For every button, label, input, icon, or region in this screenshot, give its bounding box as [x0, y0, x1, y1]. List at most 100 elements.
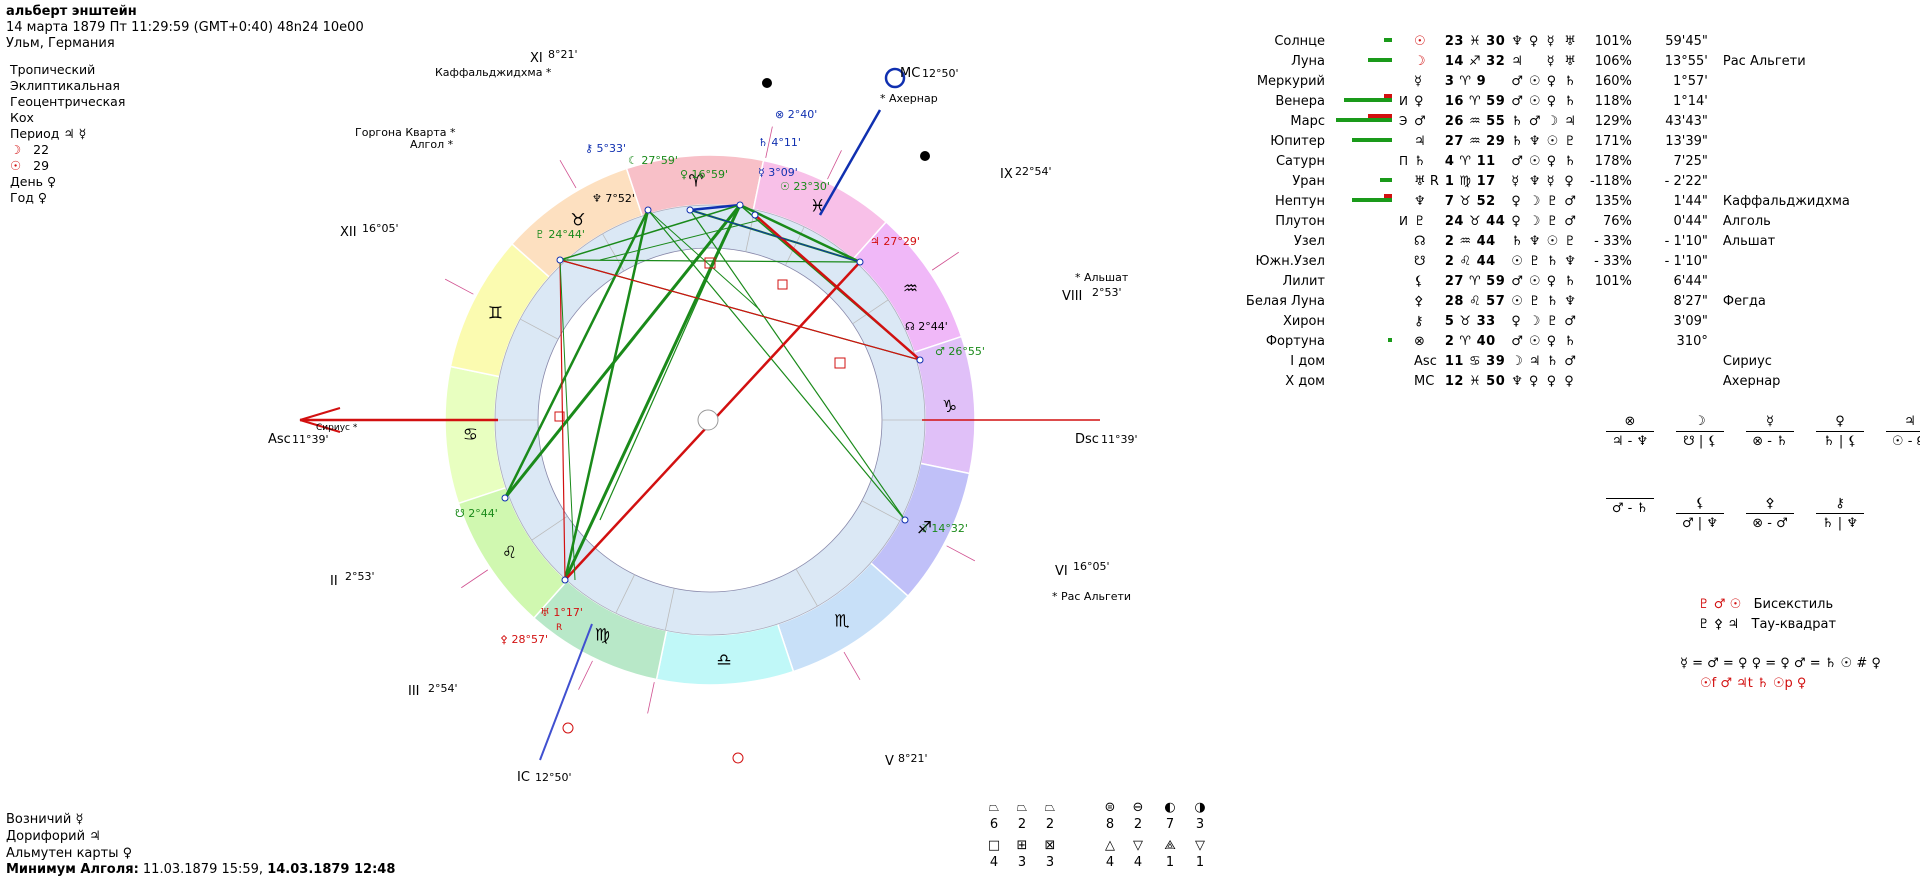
planet-speed-pct: 160%	[1594, 73, 1632, 89]
planet-star	[1711, 131, 1853, 151]
ruler-1: ♂	[1511, 153, 1523, 169]
planet-symbol-icon: ♅ R	[1414, 173, 1439, 189]
planet-speed-pct: - 33%	[1594, 233, 1632, 249]
chart-datetime: 14 марта 1879 Пт 11:29:59 (GMT+0:40) 48n…	[6, 20, 364, 35]
planet-speed-pct: 171%	[1594, 133, 1632, 149]
zodiac-type: Тропический	[10, 62, 96, 77]
rulership-top: ⊗	[1624, 414, 1636, 429]
ruler-3: ♄	[1546, 293, 1559, 309]
planet-speed-pct: -118%	[1590, 173, 1632, 189]
config-bisextile: ♇ ♂ ☉ Бисекстиль	[1698, 597, 1833, 612]
ruler-4: ♄	[1564, 273, 1576, 289]
ruler-4: ♇	[1564, 133, 1576, 149]
ruler-3: ♄	[1546, 253, 1559, 269]
ruler-2: ☽	[1528, 193, 1541, 209]
house-v-label: V	[885, 754, 894, 769]
stat-value: 4	[1133, 855, 1143, 870]
cusp-line-ic	[664, 588, 675, 631]
star-achernar: * Ахернар	[880, 92, 938, 105]
almuten-row: Альмутен карты ♀	[6, 846, 132, 861]
config-tsquare-symbols: ♇ ⚴ ♃	[1698, 617, 1740, 632]
period-row: Период ♃ ☿	[10, 126, 125, 142]
house-iii-label: III	[408, 684, 420, 699]
planet-row: Фортуна ⊗ 2 ♈ 40 ♂ ☉ ♀ ♄ 310°	[1200, 331, 1853, 351]
house-vi-degree: 16°05'	[1073, 560, 1110, 573]
algol-minimum-row: Минимум Алголя: 11.03.1879 15:59, 14.03.…	[6, 862, 395, 877]
element-stats-grid: ⏢ 6 ⏢ 2 ⏢ 2 ⊜ 8 ⊖ 2 ◐ 7 ◑ 3 □ 4 ⊞ 3 ⊠ 3 △ 4 ▽ 4 ⟁ 1 ▽ 1	[985, 800, 1206, 874]
planet-row: Юпитер ♃ 27 ♒ 29 ♄ ♆ ☉ ♇ 171% 13'39"	[1200, 131, 1853, 151]
aspect-lines	[501, 201, 924, 584]
planet-symbol-icon: ☊	[1414, 233, 1426, 249]
planet-star: Каффальджидхма	[1722, 193, 1850, 209]
planet-mark	[1396, 131, 1411, 151]
planet-mark	[1396, 331, 1411, 351]
planet-speed-pct: 178%	[1594, 153, 1632, 169]
sign-capricorn-icon: ♑	[942, 397, 957, 417]
aspect-line-20	[689, 209, 861, 263]
rulership-panel: ⊗ ♃ - ♆ ☽ ☋ | ⚸ ☿ ⊗ - ♄ ♀ ♄ | ⚸ ♃ ☉ - ☊ ♂ - ♄ ⚸ ♂ | …	[1580, 414, 1920, 584]
sun-value: 29	[33, 158, 50, 173]
planet-row: Венера И ♀ 16 ♈ 59 ♂ ☉ ♀ ♄ 118% 1°14'	[1200, 91, 1853, 111]
planet-symbol-icon: ♄	[1414, 153, 1426, 169]
ruler-2: ☉	[1528, 153, 1541, 169]
planet-row: Солнце ☉ 23 ♓ 30 ♆ ♀ ☿ ♅ 101% 59'45"	[1200, 31, 1853, 51]
aspect-line-8	[647, 209, 906, 521]
planet-degree: 28 ♌ 57	[1444, 293, 1506, 309]
rulership-group: ♂ - ♄	[1600, 496, 1660, 516]
ruler-1: ☉	[1511, 293, 1523, 309]
sun-wheel-label: ☉ 23°30'	[780, 180, 830, 193]
formula-line-2: ☉f ♂ ♃t ♄ ☉p ♀	[1700, 676, 1807, 691]
rulership-divider	[1676, 431, 1724, 432]
moon-symbol: ☽	[10, 142, 22, 157]
planet-speed-pct	[1579, 331, 1635, 351]
planet-name: Нептун	[1274, 193, 1325, 209]
aspect-square-icon-1	[704, 257, 716, 269]
planet-strength-bars	[1328, 71, 1396, 91]
planet-row: Лилит ⚸ 27 ♈ 59 ♂ ☉ ♀ ♄ 101% 6'44"	[1200, 271, 1853, 291]
dsc-degree: 11°39'	[1101, 433, 1138, 446]
ruler-4: ♀	[1564, 173, 1574, 189]
stat-symbol-icon: △	[1105, 838, 1115, 853]
rulership-group: ☿ ⊗ - ♄	[1740, 414, 1800, 449]
star-gorgona: Горгона Кварта *	[355, 126, 456, 139]
planet-strength-bars	[1328, 331, 1396, 351]
planet-name: Меркурий	[1256, 73, 1325, 89]
ic-degree: 12°50'	[535, 771, 572, 784]
planet-name: Белая Луна	[1245, 293, 1325, 309]
planet-speed: 1°57'	[1672, 73, 1708, 89]
planet-strength-bars	[1328, 171, 1396, 191]
rulership-bottom: ☋ | ⚸	[1683, 434, 1717, 449]
planet-star	[1711, 111, 1853, 131]
ruler-1: ♂	[1511, 273, 1523, 289]
sign-leo-icon: ♌	[502, 543, 517, 563]
planet-mark	[1396, 71, 1411, 91]
planet-speed-pct: 118%	[1594, 93, 1632, 109]
stat-value: 2	[1017, 817, 1027, 832]
planet-degree: 14 ♐ 32	[1444, 53, 1506, 69]
ruler-2: ♀	[1528, 33, 1539, 49]
ruler-2: ☉	[1528, 93, 1541, 109]
formula-line-1: ☿ = ♂ = ♀ ♀ = ♀ ♂ = ♄ ☉ # ♀	[1680, 656, 1881, 671]
doryphory-label: Дорифорий	[6, 829, 86, 844]
ruler-2: ♂	[1528, 113, 1541, 129]
planet-mark	[1396, 51, 1411, 71]
uranus-retro-label: R	[556, 623, 562, 633]
planet-point-8	[556, 256, 564, 264]
star-kaffaljidhma: Каффальджидхма *	[435, 66, 552, 79]
planet-star	[1711, 91, 1853, 111]
star-algol: Алгол *	[410, 138, 454, 151]
mc-axis-line	[818, 109, 882, 216]
ruler-2: ♇	[1528, 293, 1541, 309]
ruler-3: ♀	[1546, 373, 1557, 389]
planet-symbol-icon: ⚷	[1414, 313, 1424, 329]
aspect-line-17	[599, 219, 761, 261]
stat-symbol-icon: ▽	[1133, 838, 1143, 853]
planet-strength-bars	[1328, 111, 1396, 131]
red-dot-2	[732, 752, 744, 764]
natal-chart-wheel[interactable]: ♋♊♉♈♓♒♑♐♏♎♍♌ Asc 11°39' Dsc 11°39'MC 12°50'I…	[0, 0, 1200, 874]
sign-cancer-icon: ♋	[463, 425, 478, 445]
planet-row: Южн.Узел ☋ 2 ♌ 44 ☉ ♇ ♄ ♆ - 33% - 1'10"	[1200, 251, 1853, 271]
ruler-2: ☽	[1528, 213, 1541, 229]
rulership-group: ⚴ ⊗ - ♂	[1740, 496, 1800, 531]
planet-row: Белая Луна ⚴ 28 ♌ 57 ☉ ♇ ♄ ♆ 8'27" Фегда	[1200, 291, 1853, 311]
